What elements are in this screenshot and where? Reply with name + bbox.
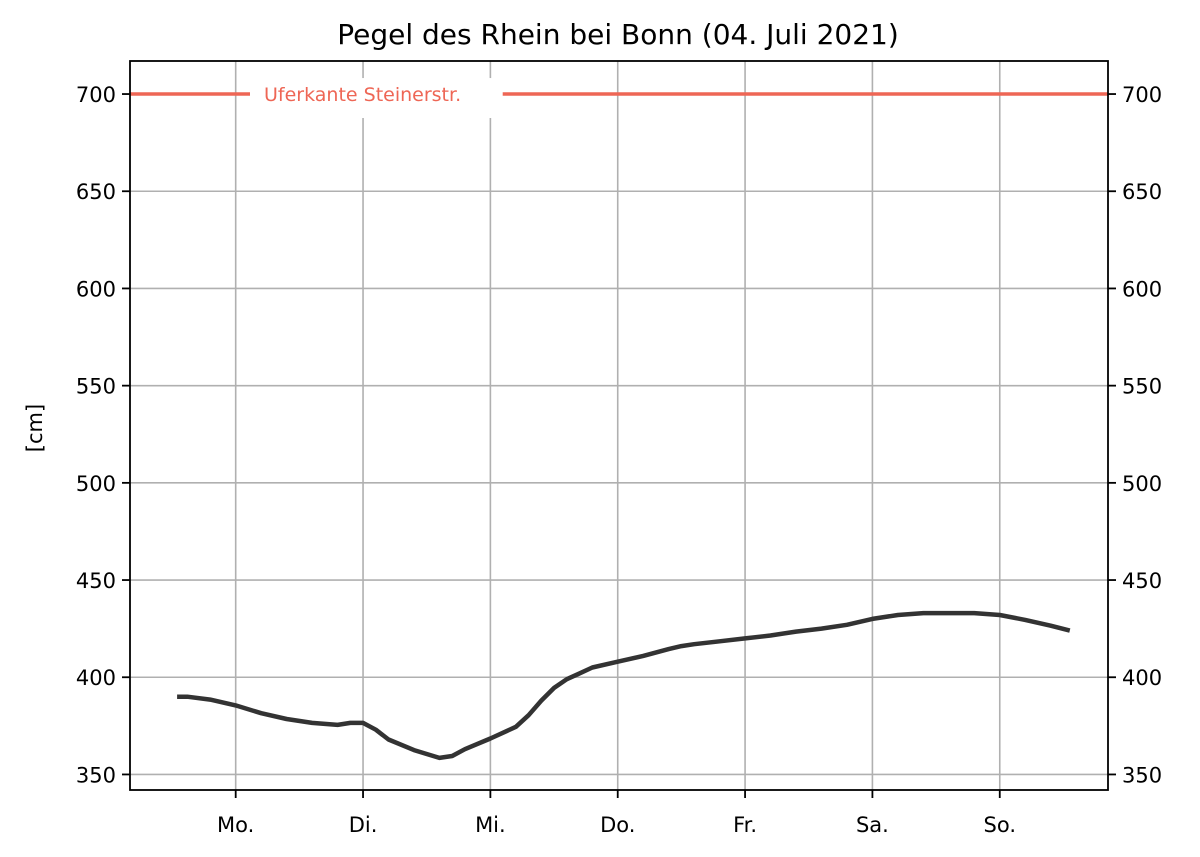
x-tick-label-0: Mo. <box>217 813 254 837</box>
y-tick-label-right-600: 600 <box>1122 277 1162 301</box>
x-tick-label-4: Fr. <box>733 813 757 837</box>
reference-line-group: Uferkante Steinerstr. <box>130 84 1108 106</box>
y-tick-label-left-400: 400 <box>76 666 116 690</box>
y-tick-label-left-700: 700 <box>76 83 116 107</box>
axes <box>122 60 1116 798</box>
grid-lines <box>130 61 1108 790</box>
chart-title: Pegel des Rhein bei Bonn (04. Juli 2021) <box>337 18 899 51</box>
reference-line-label: Uferkante Steinerstr. <box>264 84 461 106</box>
y-tick-label-left-500: 500 <box>76 472 116 496</box>
series-line-0 <box>177 610 1071 761</box>
y-tick-label-right-450: 450 <box>1122 569 1162 593</box>
y-tick-label-right-700: 700 <box>1122 83 1162 107</box>
y-tick-label-left-650: 650 <box>76 180 116 204</box>
series-group <box>177 610 1071 761</box>
y-tick-label-left-600: 600 <box>76 277 116 301</box>
y-tick-label-left-350: 350 <box>76 763 116 787</box>
y-tick-label-right-500: 500 <box>1122 472 1162 496</box>
y-tick-label-left-450: 450 <box>76 569 116 593</box>
y-tick-label-right-400: 400 <box>1122 666 1162 690</box>
plot-frame <box>129 60 1109 791</box>
x-tick-label-1: Di. <box>349 813 378 837</box>
y-axis-label: [cm] <box>23 404 47 452</box>
y-tick-label-left-550: 550 <box>76 375 116 399</box>
x-tick-label-6: So. <box>984 813 1016 837</box>
x-tick-label-5: Sa. <box>856 813 889 837</box>
tick-labels: 350 350 400 400 450 450 500 500 550 550 600 600 650 6… <box>76 83 1162 837</box>
y-tick-label-right-550: 550 <box>1122 375 1162 399</box>
y-tick-label-right-650: 650 <box>1122 180 1162 204</box>
x-tick-label-3: Do. <box>600 813 635 837</box>
y-tick-label-right-350: 350 <box>1122 763 1162 787</box>
x-tick-label-2: Mi. <box>475 813 506 837</box>
